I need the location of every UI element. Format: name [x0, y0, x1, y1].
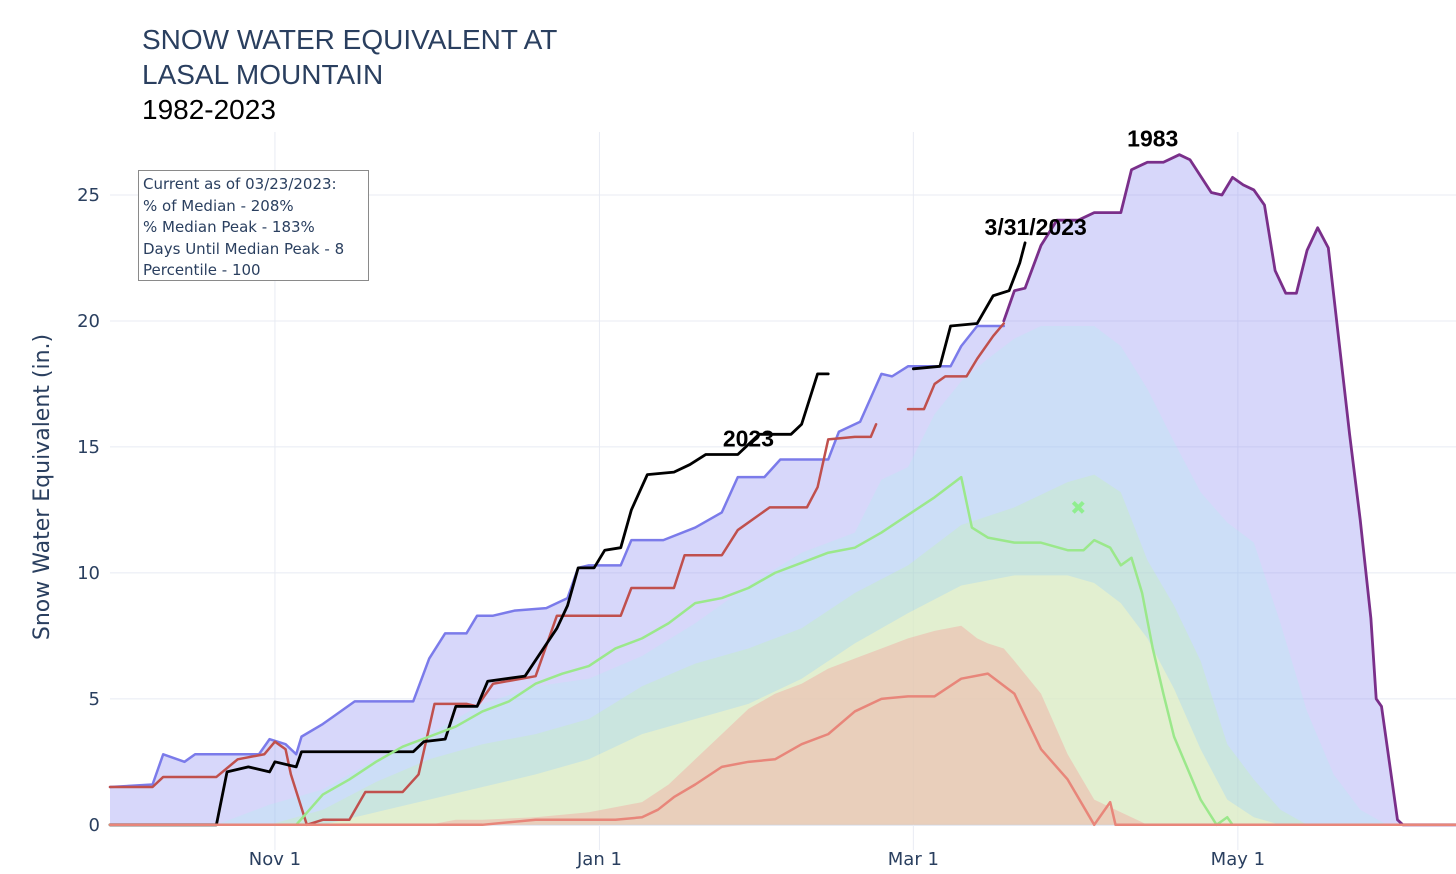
series-line-low-year [108, 672, 1456, 827]
annotations: 1983 3/31/2023 2023 [723, 126, 1179, 452]
band-lower-band [110, 625, 1456, 825]
series-line-2023 [108, 372, 830, 827]
series-lines [108, 153, 1456, 827]
status-info-box: Current as of 03/23/2023: % of Median - … [138, 170, 369, 281]
info-line-median: % of Median - 208% [143, 196, 294, 215]
y-axis-label: Snow Water Equivalent (in.) [30, 334, 55, 640]
x-tick-label: Jan 1 [576, 849, 622, 870]
x-tick-label: Nov 1 [249, 849, 301, 870]
y-tick-label: 10 [77, 563, 100, 584]
annotation-label: 2023 [723, 425, 774, 451]
axis-ticks: 0 5 10 15 20 25 Nov 1 Jan 1 Mar 1 May 1 [77, 185, 1265, 870]
y-tick-label: 0 [89, 815, 100, 836]
median-peak-marker [1071, 500, 1085, 514]
band-max-band [110, 154, 1456, 825]
chart-subtitle: 1982-2023 [142, 94, 276, 125]
series-line-high-year-cont- [906, 322, 1006, 411]
y-tick-label: 5 [89, 689, 100, 710]
series-line-median [108, 475, 1456, 827]
info-line-date: Current as of 03/23/2023: [143, 175, 337, 193]
x-tick-label: May 1 [1211, 849, 1265, 870]
band-upper-quartile-band [110, 325, 1456, 825]
chart-title: SNOW WATER EQUIVALENT AT LASAL MOUNTAIN … [142, 22, 557, 127]
info-line-percentile: Percentile - 100 [143, 261, 261, 279]
series-line-2023-cont- [911, 241, 1027, 371]
annotation-label: 1983 [1127, 126, 1178, 152]
y-tick-label: 20 [77, 311, 100, 332]
y-tick-label: 25 [77, 185, 100, 206]
band-lower-middle-band [110, 575, 1456, 825]
chart-title-line2: LASAL MOUNTAIN [142, 59, 384, 90]
info-line-median-peak: % Median Peak - 183% [143, 218, 315, 236]
info-line-days-until-peak: Days Until Median Peak - 8 [143, 239, 345, 258]
x-tick-label: Mar 1 [888, 849, 939, 870]
chart-title-line1: SNOW WATER EQUIVALENT AT [142, 24, 558, 55]
annotation-label: 3/31/2023 [985, 214, 1087, 240]
y-tick-label: 15 [77, 437, 100, 458]
series-line-max-envelope [108, 324, 1006, 789]
series-line-1983 [1002, 153, 1456, 827]
